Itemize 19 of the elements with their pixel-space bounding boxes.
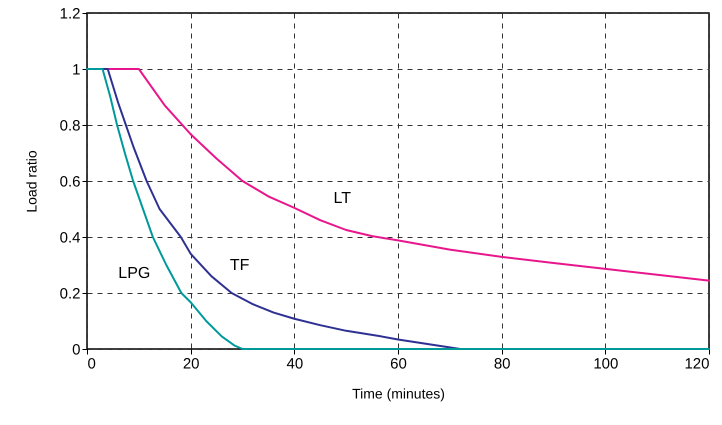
x-tick-label: 40 — [286, 356, 304, 372]
x-tick-label: 0 — [88, 356, 96, 372]
x-tick-label: 20 — [182, 356, 200, 372]
x-tick-label: 80 — [494, 356, 511, 372]
series-label: LT — [334, 190, 352, 208]
y-tick-label: 0.2 — [60, 286, 80, 302]
y-tick-label: 0.8 — [60, 118, 80, 134]
x-tick-label: 120 — [684, 356, 710, 372]
y-tick-label: 1.2 — [60, 6, 80, 22]
y-tick-label: 0.4 — [60, 230, 80, 246]
y-tick-label: 1 — [72, 62, 80, 78]
y-tick-label: 0.6 — [60, 174, 80, 190]
series-label: TF — [230, 257, 250, 274]
x-tick-label: 100 — [593, 356, 618, 372]
y-tick-label: 0 — [72, 342, 80, 358]
y-axis-title: Load ratio — [24, 150, 40, 213]
x-axis-title: Time (minutes) — [352, 386, 445, 402]
x-tick-label: 60 — [390, 356, 407, 372]
series-label: LPG — [118, 265, 150, 282]
